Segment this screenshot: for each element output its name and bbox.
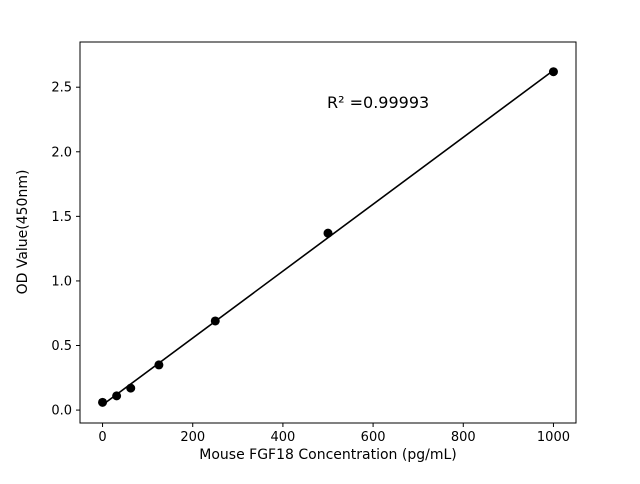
data-point — [323, 228, 333, 238]
data-point — [112, 391, 122, 401]
data-point — [98, 397, 108, 407]
y-tick-label: 0.5 — [51, 339, 72, 354]
data-point — [154, 360, 164, 370]
fit-line — [102, 69, 554, 406]
y-tick-label: 1.0 — [51, 274, 72, 289]
x-tick-label: 1000 — [537, 430, 570, 445]
y-axis-label: OD Value(450nm) — [15, 170, 31, 295]
x-tick-label: 200 — [180, 430, 205, 445]
r-squared-annotation: R² =0.99993 — [327, 93, 429, 112]
y-tick-label: 2.0 — [51, 145, 72, 160]
axes-spines — [79, 41, 577, 424]
x-tick-label: 0 — [98, 430, 106, 445]
plot-area: 0 200 400 600 800 1000 0.0 0.5 1.0 1.5 2.0 2.5 — [51, 41, 577, 445]
data-point — [210, 316, 220, 326]
y-tick-label: 0.0 — [51, 404, 72, 419]
x-axis-label: Mouse FGF18 Concentration (pg/mL) — [199, 447, 456, 463]
y-tick-label: 1.5 — [51, 210, 72, 225]
y-tick-label: 2.5 — [51, 81, 72, 96]
x-tick-label: 800 — [451, 430, 476, 445]
data-point — [548, 67, 558, 77]
x-tick-label: 400 — [270, 430, 295, 445]
data-point — [126, 383, 136, 393]
x-tick-label: 600 — [361, 430, 386, 445]
